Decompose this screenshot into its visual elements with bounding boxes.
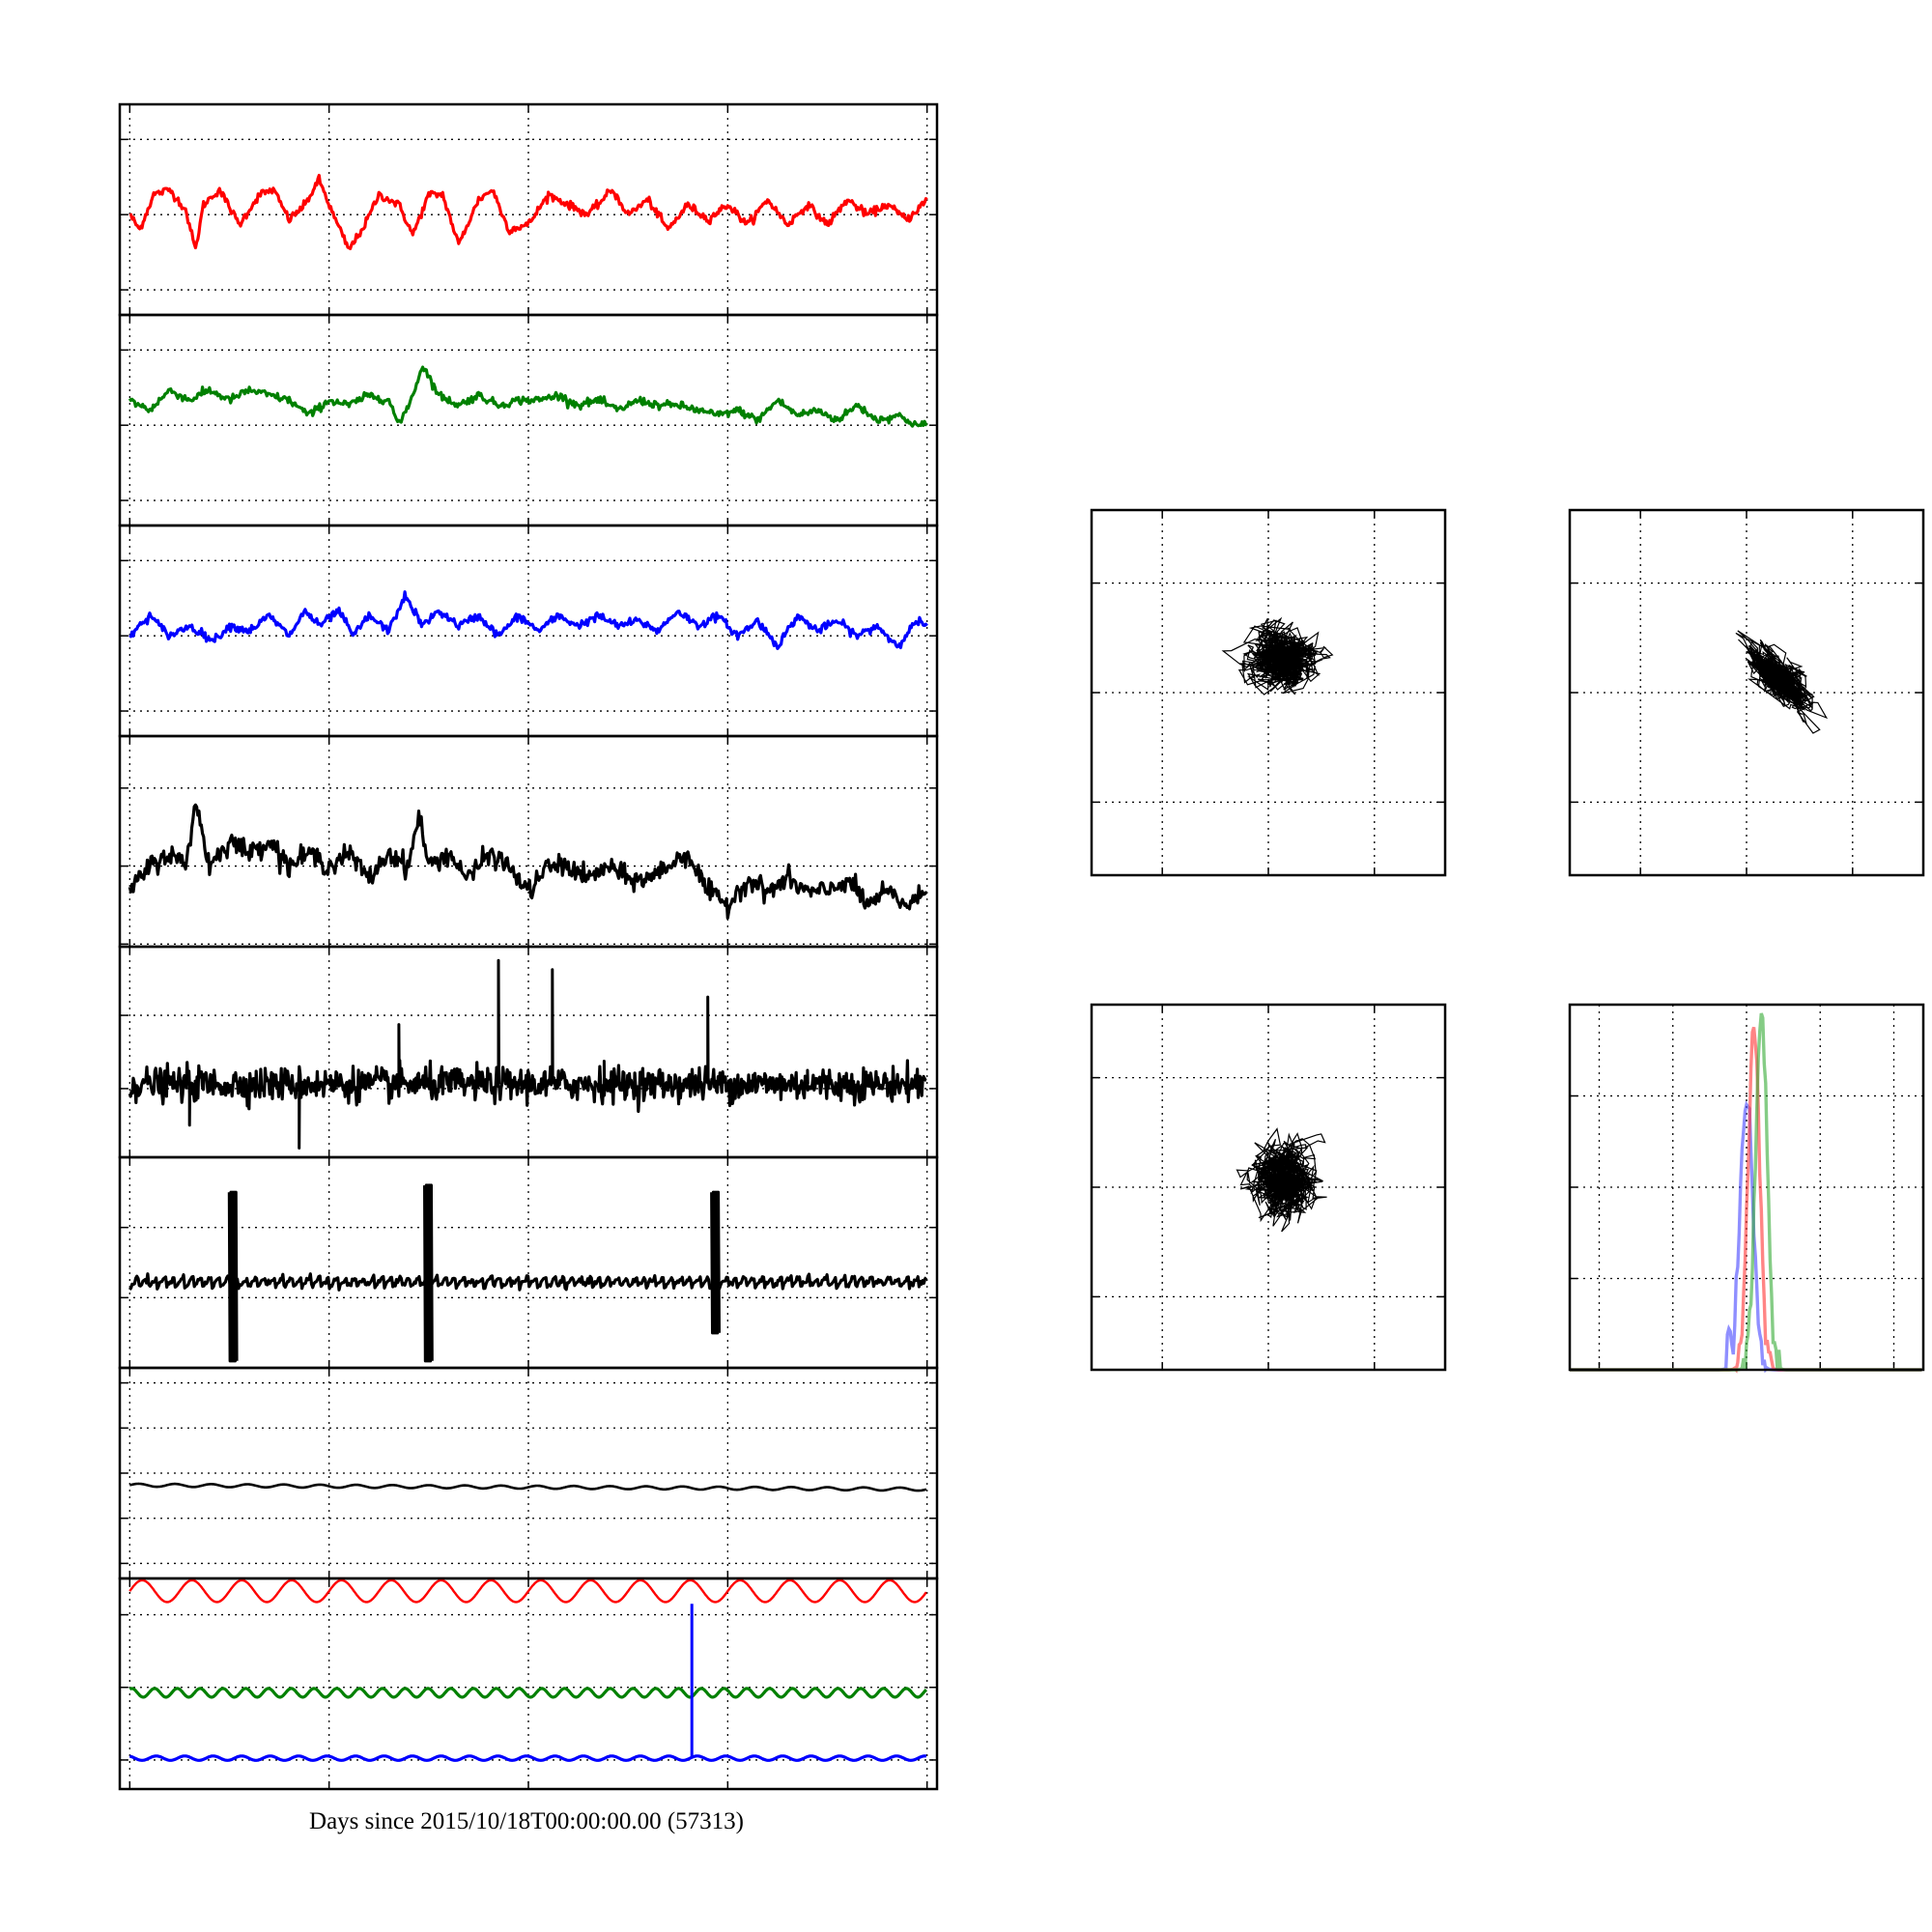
plot-area <box>128 173 928 250</box>
series-line <box>128 1272 928 1292</box>
plot-frame <box>118 313 939 527</box>
hist-step <box>1570 1026 1922 1374</box>
shared-x-axis-label: Days since 2015/10/18T00:00:00.00 (57313… <box>309 1808 744 1834</box>
burst <box>423 1183 434 1363</box>
plot-frame <box>1090 1003 1447 1372</box>
series-line <box>128 365 928 428</box>
plot-frame <box>1568 1003 1925 1372</box>
series-line <box>128 1578 927 1604</box>
series-line <box>128 1482 927 1492</box>
plot-frame <box>118 945 939 1159</box>
panel-dX <box>118 102 939 317</box>
panel-beta <box>118 1366 939 1580</box>
plot-frame <box>1090 508 1447 877</box>
series-line <box>128 173 928 250</box>
series-line <box>128 1754 927 1762</box>
scatter-trace <box>1735 630 1829 734</box>
series-line <box>128 1059 927 1114</box>
plot-frame <box>1568 508 1925 877</box>
plot-area <box>128 1183 928 1363</box>
panel-scatter-yz <box>1568 508 1925 877</box>
panels <box>118 102 1925 1791</box>
panel-scatter-xy <box>1090 508 1447 877</box>
panel-dR <box>118 734 939 949</box>
plot-area <box>128 590 928 650</box>
panel-dATT <box>118 945 939 1159</box>
series-line <box>128 1687 927 1699</box>
plot-area <box>128 365 928 428</box>
panel-lvlh <box>118 1577 939 1791</box>
panel-dY <box>118 313 939 527</box>
panel-dIAT <box>118 1155 939 1370</box>
series-line <box>128 803 928 920</box>
series-line <box>128 590 928 650</box>
plot-frame <box>118 1155 939 1370</box>
scatter-trace <box>1236 1127 1327 1233</box>
scatter-trace <box>1221 616 1334 696</box>
plot-area <box>128 958 927 1150</box>
plot-area <box>128 803 928 920</box>
panel-dZ <box>118 524 939 738</box>
spike <box>497 958 500 1085</box>
plot-area <box>128 1482 927 1492</box>
plot-area <box>128 1578 927 1762</box>
burst <box>710 1190 721 1335</box>
panel-hist <box>1568 1003 1925 1374</box>
panel-scatter-zx <box>1090 1003 1447 1372</box>
plot-frame <box>118 1577 939 1791</box>
burst <box>227 1190 239 1363</box>
